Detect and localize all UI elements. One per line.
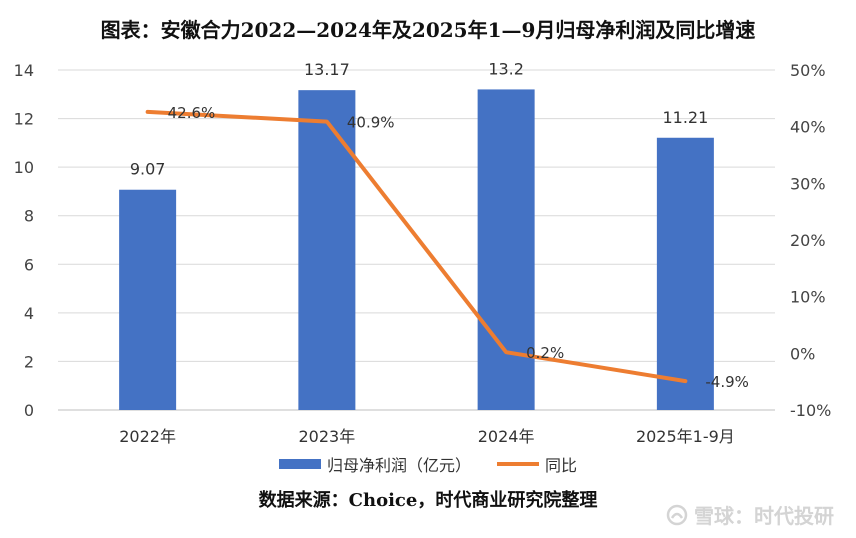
y-left-tick-label: 14 <box>14 61 34 80</box>
x-tick-label: 2023年 <box>299 427 356 446</box>
y-right-tick-label: 10% <box>790 288 826 307</box>
y-left-tick-label: 6 <box>24 255 34 274</box>
bar-value-label: 13.2 <box>488 59 524 78</box>
line-value-label: 0.2% <box>526 344 564 362</box>
bar-value-label: 13.17 <box>304 60 350 79</box>
y-left-tick-label: 8 <box>24 207 34 226</box>
y-right-tick-label: 50% <box>790 61 826 80</box>
y-right-tick-label: 0% <box>790 344 815 363</box>
bar <box>119 189 177 410</box>
source-note: 数据来源：Choice，时代商业研究院整理 <box>258 490 598 511</box>
y-right-tick-label: -10% <box>790 401 831 420</box>
line-value-label: 40.9% <box>347 114 395 132</box>
x-tick-label: 2022年 <box>119 427 176 446</box>
data-labels: 9.07 13.17 13.2 11.21 42.6% 40.9% 0.2% -4.9% <box>130 59 749 391</box>
line-value-label: -4.9% <box>705 373 749 391</box>
bar-value-label: 9.07 <box>130 160 166 179</box>
legend-item-yoy: 同比 <box>497 452 577 476</box>
legend: 归母净利润（亿元） 同比 <box>0 452 856 476</box>
y-right-tick-label: 40% <box>790 118 826 137</box>
y-left-tick-label: 12 <box>14 110 34 129</box>
bar-value-label: 11.21 <box>662 108 708 127</box>
legend-item-profit: 归母净利润（亿元） <box>278 452 471 476</box>
bar <box>656 137 714 410</box>
y-left-tick-label: 2 <box>24 352 34 371</box>
y-left-tick-label: 10 <box>14 158 34 177</box>
x-tick-label: 2025年1-9月 <box>636 427 735 446</box>
legend-swatch-bar <box>278 459 321 469</box>
line-series <box>145 109 688 384</box>
y-left-tick-label: 0 <box>24 401 34 420</box>
watermark-text: 雪球：时代投研 <box>694 504 834 528</box>
chart-title: 图表：安徽合力2022—2024年及2025年1—9月归母净利润及同比增速 <box>100 18 756 42</box>
line-value-label: 42.6% <box>168 104 216 122</box>
watermark: 雪球：时代投研 <box>666 500 834 529</box>
gridlines <box>58 69 775 362</box>
legend-label-profit: 归母净利润（亿元） <box>326 456 471 475</box>
x-tick-label: 2024年 <box>478 427 535 446</box>
y-left-tick-label: 4 <box>24 304 34 323</box>
y-right-tick-label: 20% <box>790 231 826 250</box>
legend-swatch-line <box>497 462 539 466</box>
bar <box>298 90 356 411</box>
yoy-line <box>145 109 688 384</box>
axes: 0 2 4 6 8 10 12 14 -10% 0% 10% 20% 30% 40% 50% 2022年 202… <box>14 61 832 446</box>
y-right-tick-label: 30% <box>790 174 826 193</box>
snowball-logo-icon <box>666 504 688 525</box>
legend-label-yoy: 同比 <box>545 456 578 475</box>
